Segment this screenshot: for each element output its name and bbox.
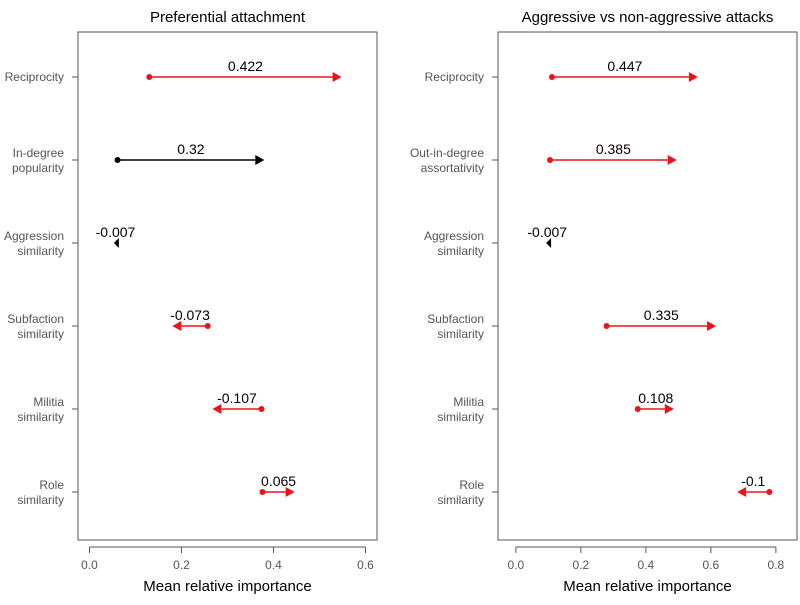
y-tick-label: Role	[39, 478, 64, 492]
y-tick-label: similarity	[17, 410, 64, 424]
arrow-head	[285, 487, 295, 497]
y-tick-label: popularity	[12, 161, 64, 175]
arrow-head	[332, 72, 342, 82]
value-label: 0.065	[261, 473, 296, 489]
y-tick-label: similarity	[437, 327, 484, 341]
x-tick-label: 0.4	[265, 558, 282, 572]
arrow-start-point	[114, 157, 121, 163]
y-tick-label: In-degree	[13, 146, 65, 160]
value-label: -0.007	[527, 224, 567, 240]
x-axis-label: Mean relative importance	[143, 578, 311, 595]
value-label: 0.335	[644, 307, 679, 323]
arrow-head	[172, 321, 182, 331]
plot-frame	[497, 31, 798, 541]
row-0: Reciprocity 0.447	[425, 58, 698, 84]
arrow-head	[212, 404, 222, 414]
x-tick-label: 0.0	[81, 558, 98, 572]
plot-frame	[77, 31, 378, 541]
arrow-start-point	[634, 406, 641, 412]
panel-title: Preferential attachment	[150, 9, 306, 26]
arrow-head	[255, 155, 265, 165]
arrow-head	[664, 404, 674, 414]
y-tick-label: Subfaction	[7, 312, 64, 326]
panel-title: Aggressive vs non-aggressive attacks	[522, 9, 774, 26]
y-tick-label: Out-in-degree	[410, 146, 484, 160]
y-tick-label: Militia	[33, 395, 64, 409]
arrow-head	[546, 238, 552, 248]
y-tick-label: Reciprocity	[425, 70, 484, 84]
x-tick-label: 0.6	[357, 558, 374, 572]
arrow-start-point	[258, 406, 265, 412]
value-label: -0.073	[170, 307, 210, 323]
arrow-head	[737, 487, 747, 497]
arrow-head	[113, 238, 119, 248]
x-tick-label: 0.6	[703, 558, 720, 572]
y-tick-label: Subfaction	[427, 312, 484, 326]
y-tick-label: Reciprocity	[5, 70, 64, 84]
y-tick-label: similarity	[17, 493, 64, 507]
arrow-head	[667, 155, 677, 165]
y-tick-label: Militia	[453, 395, 484, 409]
arrow-start-point	[204, 323, 211, 329]
arrow-start-point	[547, 157, 553, 163]
value-label: 0.108	[638, 390, 673, 406]
value-label: -0.107	[217, 390, 257, 406]
y-tick-label: similarity	[437, 410, 484, 424]
panel-1: Preferential attachment 0.0 0.2 0.4 0.6 Mean …	[4, 9, 378, 595]
value-label: 0.447	[607, 58, 642, 74]
arrow-start-point	[548, 74, 555, 80]
value-label: 0.32	[177, 141, 204, 157]
x-tick-label: 0.0	[508, 558, 525, 572]
y-tick-label: Role	[459, 478, 484, 492]
arrow-head	[707, 321, 717, 331]
arrow-start-point	[259, 489, 266, 495]
x-axis-label: Mean relative importance	[563, 578, 731, 595]
y-tick-label: similarity	[17, 244, 64, 258]
y-tick-label: Aggression	[4, 229, 64, 243]
value-label: -0.1	[741, 473, 765, 489]
arrow-start-point	[766, 489, 773, 495]
arrow-start-point	[146, 74, 153, 80]
y-tick-label: Aggression	[424, 229, 484, 243]
x-tick-label: 0.4	[638, 558, 655, 572]
value-label: -0.007	[96, 224, 136, 240]
y-tick-label: assortativity	[421, 161, 484, 175]
panel-2: Aggressive vs non-aggressive attacks 0.0 0…	[410, 9, 798, 595]
arrow-start-point	[603, 323, 610, 329]
y-tick-label: similarity	[17, 327, 64, 341]
y-tick-label: similarity	[437, 493, 484, 507]
row-0: Reciprocity 0.422	[5, 58, 342, 84]
x-tick-label: 0.2	[173, 558, 190, 572]
arrow-head	[688, 72, 698, 82]
y-tick-label: similarity	[437, 244, 484, 258]
x-tick-label: 0.2	[573, 558, 590, 572]
x-tick-label: 0.8	[768, 558, 785, 572]
value-label: 0.385	[596, 141, 631, 157]
value-label: 0.422	[228, 58, 263, 74]
